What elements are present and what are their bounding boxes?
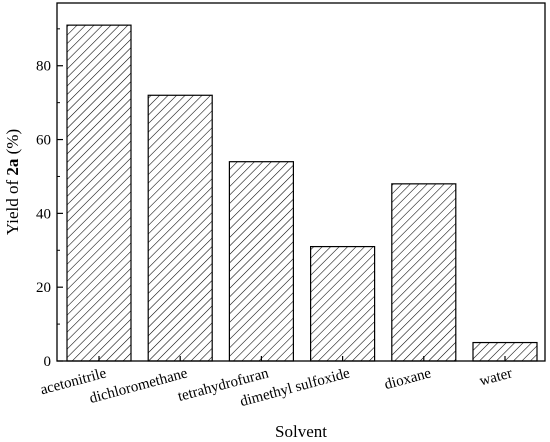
x-axis-ticks: acetonitriledichloromethanetetrahydrofur… bbox=[39, 356, 514, 410]
x-axis-title: Solvent bbox=[275, 422, 327, 441]
x-tick-label: water bbox=[478, 365, 514, 389]
y-axis-ticks: 0 20 40 60 80 bbox=[36, 28, 63, 370]
bar-dioxane bbox=[391, 183, 457, 362]
y-tick-label: 0 bbox=[44, 354, 52, 370]
y-tick-label: 20 bbox=[36, 280, 51, 296]
bar-tetrahydrofuran bbox=[228, 161, 294, 362]
bars-group bbox=[66, 24, 538, 362]
y-axis-title: Yield of 2a (%) bbox=[3, 129, 22, 235]
bar-dichloromethane bbox=[147, 94, 213, 362]
y-tick-label: 60 bbox=[36, 133, 51, 149]
plot-frame bbox=[56, 2, 546, 362]
bar-acetonitrile bbox=[66, 24, 132, 362]
y-axis-title-prefix: Yield of bbox=[3, 176, 22, 236]
y-axis-title-suffix: (%) bbox=[3, 129, 22, 159]
bar-dimethyl-sulfoxide bbox=[310, 245, 376, 362]
x-tick-label: dioxane bbox=[383, 365, 433, 393]
y-tick-label: 80 bbox=[36, 59, 51, 75]
y-tick-label: 40 bbox=[36, 206, 51, 222]
y-axis-title-compound: 2a bbox=[3, 158, 22, 176]
